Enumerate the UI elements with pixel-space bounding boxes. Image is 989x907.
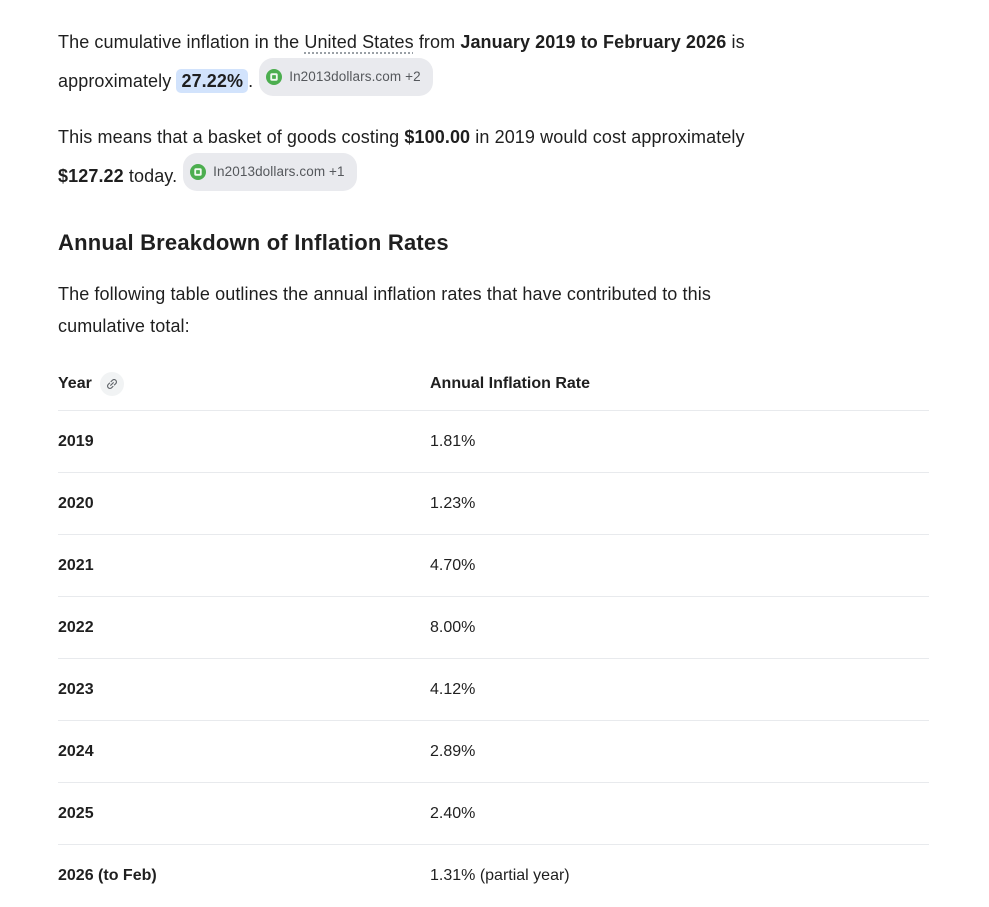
table-row: 2025 2.40%	[58, 782, 929, 845]
rate-cell: 1.31% (partial year)	[430, 866, 570, 884]
source-favicon-icon	[266, 69, 283, 85]
table-header-row: Year Annual Inflation Rate	[58, 366, 929, 411]
highlighted-value[interactable]: 27.22%	[176, 69, 249, 93]
rate-cell: 2.40%	[430, 782, 929, 845]
base-amount-text: $100.00	[404, 127, 471, 147]
rate-cell: 1.81%	[430, 410, 929, 473]
link-icon	[106, 379, 117, 389]
paragraph-basket-cost: This means that a basket of goods costin…	[58, 121, 930, 192]
rate-cell: 2.89%	[430, 720, 929, 783]
table-row: 2020 1.23%	[58, 472, 929, 535]
citation-chip[interactable]: In2013dollars.com +2	[259, 58, 433, 96]
text-segment: in 2019 would cost approximately	[470, 127, 745, 147]
date-range-text: January 2019 to February 2026	[460, 32, 727, 52]
table-row: 2023 4.12%	[58, 658, 929, 721]
column-header-year-label: Year	[58, 375, 92, 393]
section-heading: Annual Breakdown of Inflation Rates	[58, 230, 449, 255]
year-cell: 2026 (to Feb)	[58, 866, 157, 884]
year-cell: 2023	[58, 658, 430, 721]
year-cell: 2022	[58, 596, 430, 659]
year-cell: 2024	[58, 720, 430, 783]
year-cell: 2025	[58, 782, 430, 845]
year-cell: 2020	[58, 472, 430, 535]
rate-cell: 4.12%	[430, 658, 929, 721]
table-row: 2024 2.89%	[58, 720, 929, 783]
table-link-button[interactable]	[99, 372, 124, 396]
table-row: 2021 4.70%	[58, 534, 929, 597]
text-segment: approximately	[58, 71, 177, 91]
table-body: 2019 1.81% 2020 1.23% 2021 4.70% 2022 8.…	[58, 410, 929, 907]
table-row: 2019 1.81%	[58, 410, 929, 473]
year-cell: 2021	[58, 534, 430, 597]
rate-cell: 1.23%	[430, 472, 929, 535]
table-row: 2026 (to Feb) 1.31% (partial year)	[58, 845, 929, 907]
text-segment: is	[726, 32, 745, 52]
inflation-table: Year Annual Inflation Rate 2019 1.81% 20…	[58, 366, 929, 907]
column-header-rate: Annual Inflation Rate	[430, 366, 929, 411]
column-header-year: Year	[58, 366, 430, 411]
paragraph-table-intro: The following table outlines the annual …	[58, 278, 930, 342]
citation-label: In2013dollars.com +1	[213, 164, 345, 179]
citation-chip[interactable]: In2013dollars.com +1	[183, 153, 357, 191]
text-segment: .	[248, 71, 254, 91]
table-row: 2022 8.00%	[58, 596, 929, 659]
entity-link-united-states[interactable]: United States	[304, 32, 414, 52]
text-segment: The cumulative inflation in the	[58, 32, 305, 52]
result-amount-text: $127.22	[58, 166, 124, 186]
text-segment: The following table outlines the annual …	[58, 284, 711, 304]
text-segment: cumulative total:	[58, 316, 190, 336]
paragraph-cumulative-inflation: The cumulative inflation in the United S…	[58, 26, 930, 97]
source-favicon-icon	[190, 164, 207, 180]
citation-label: In2013dollars.com +2	[289, 69, 421, 84]
text-segment: from	[413, 32, 461, 52]
rate-cell: 4.70%	[430, 534, 929, 597]
text-segment: today.	[123, 166, 178, 186]
year-cell: 2019	[58, 410, 430, 473]
text-segment: This means that a basket of goods costin…	[58, 127, 405, 147]
rate-cell: 8.00%	[430, 596, 929, 659]
